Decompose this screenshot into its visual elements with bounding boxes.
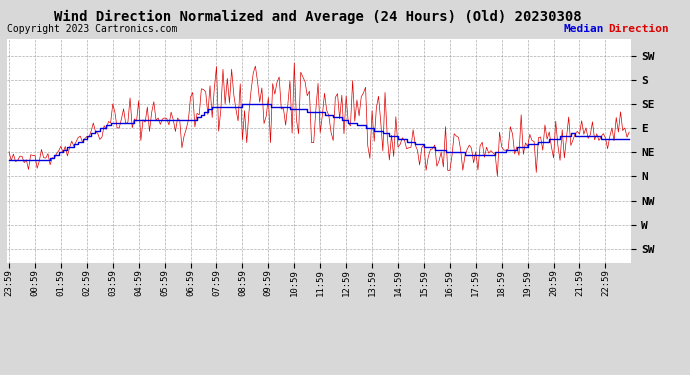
Text: Wind Direction Normalized and Average (24 Hours) (Old) 20230308: Wind Direction Normalized and Average (2… — [54, 9, 581, 24]
Text: Copyright 2023 Cartronics.com: Copyright 2023 Cartronics.com — [7, 24, 177, 34]
Text: Direction: Direction — [609, 24, 669, 34]
Text: Median: Median — [563, 24, 604, 34]
